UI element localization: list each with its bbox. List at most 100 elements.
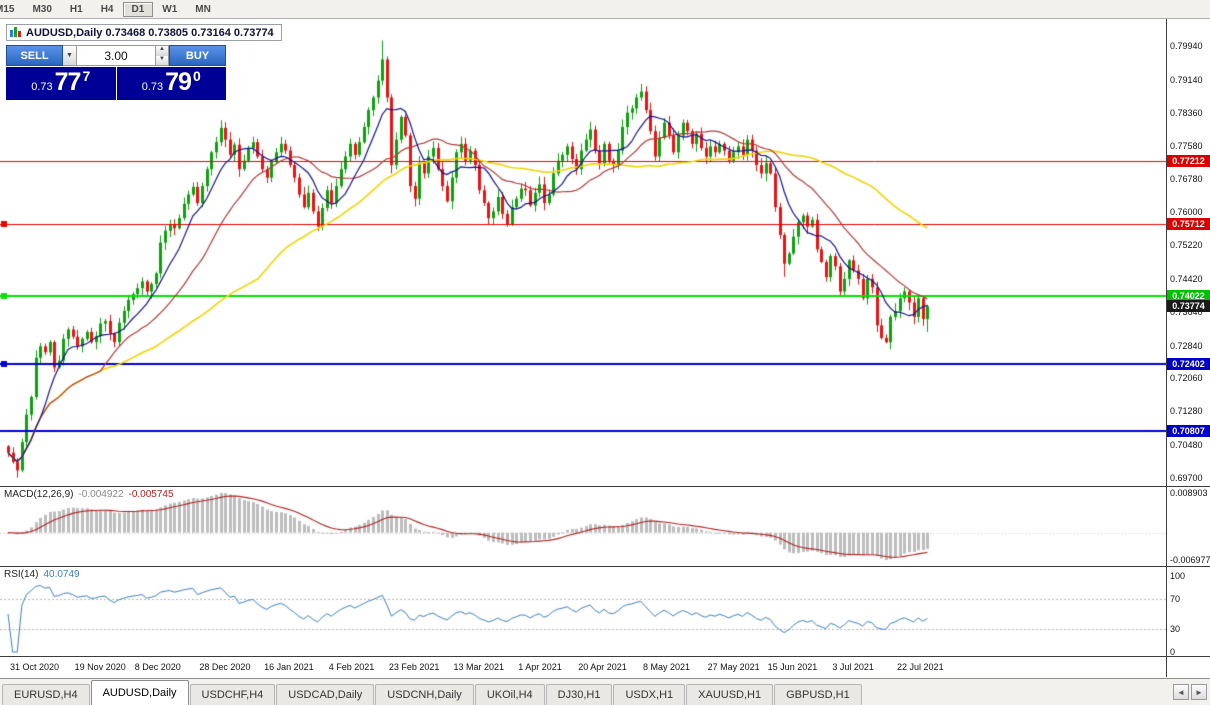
macd-name: MACD(12,26,9)	[4, 489, 74, 500]
current-price-tag: 0.73774	[1167, 300, 1210, 313]
macd-signal-value: -0.005745	[128, 489, 174, 500]
buy-price-figure: 0.73	[141, 81, 164, 93]
chart-tab-ukoil-h4[interactable]: UKOil,H4	[474, 684, 545, 705]
timeframe-button-d1[interactable]: D1	[122, 1, 154, 17]
chart-tab-usdcnh-daily[interactable]: USDCNH,Daily	[375, 684, 474, 705]
axis-separator	[1166, 19, 1167, 677]
volume-down-button[interactable]: ▼	[156, 55, 168, 65]
tabs-scroll-right-button[interactable]: ►	[1191, 684, 1207, 700]
chart-tab-eurusd-h4[interactable]: EURUSD,H4	[2, 684, 90, 705]
price-level-tag: 0.75712	[1167, 218, 1210, 231]
price-axis-tick: 0.76000	[1170, 207, 1203, 218]
buy-price-pipette: 0	[192, 68, 201, 84]
date-label: 1 Apr 2021	[518, 662, 562, 672]
trade-prices-row: 0.73 77 7 0.73 79 0	[6, 67, 226, 100]
sell-price[interactable]: 0.73 77 7	[6, 67, 116, 100]
macd-axis-tick: 0.008903	[1170, 488, 1208, 498]
chart-tab-dj30-h1[interactable]: DJ30,H1	[545, 684, 613, 705]
price-axis-tick: 0.76780	[1170, 174, 1203, 185]
timeframe-button-m30[interactable]: M30	[32, 3, 52, 15]
date-label: 31 Oct 2020	[10, 662, 60, 672]
timeframe-toolbar: M15 M30 H1 H4 D1 W1 MN	[0, 0, 1210, 19]
price-axis-tick: 0.78360	[1170, 107, 1203, 118]
chart-title-text: AUDUSD,Daily 0.73468 0.73805 0.73164 0.7…	[26, 26, 274, 39]
date-label: 8 May 2021	[642, 662, 690, 672]
chart-tab-gbpusd-h1[interactable]: GBPUSD,H1	[774, 684, 862, 705]
date-label: 22 Jul 2021	[897, 662, 944, 672]
price-level-tag: 0.77212	[1167, 155, 1210, 168]
volume-up-button[interactable]: ▲	[156, 46, 168, 56]
price-axis-tick: 0.79140	[1170, 74, 1203, 85]
rsi-name: RSI(14)	[4, 569, 39, 580]
date-axis: 31 Oct 2020 19 Nov 2020 8 Dec 2020 28 Dec 2…	[0, 657, 1166, 677]
chart-tab-audusd-daily[interactable]: AUDUSD,Daily	[90, 680, 189, 705]
date-label: 8 Dec 2020	[134, 662, 181, 672]
price-level-tag: 0.74022	[1167, 289, 1210, 302]
rsi-label: RSI(14) 40.0749	[4, 569, 80, 580]
chart-tab-usdx-h1[interactable]: USDX,H1	[613, 684, 686, 705]
price-level-tag: 0.72402	[1167, 358, 1210, 370]
buy-price[interactable]: 0.73 79 0	[116, 67, 226, 100]
pane-separator	[0, 656, 1210, 657]
chart-tab-xauusd-h1[interactable]: XAUUSD,H1	[686, 684, 774, 705]
macd-axis-tick: -0.006977	[1170, 555, 1210, 565]
date-label: 4 Feb 2021	[328, 662, 375, 672]
rsi-axis-tick: 100	[1170, 571, 1186, 581]
tabs: EURUSD,H4 AUDUSD,Daily USDCHF,H4 USDCAD,Dai…	[2, 679, 863, 705]
timeframe-button-h4[interactable]: H4	[100, 3, 114, 15]
rsi-axis-tick: 30	[1170, 624, 1181, 635]
price-axis-tick: 0.77580	[1170, 140, 1203, 151]
rsi-canvas	[0, 567, 1166, 656]
main-chart-pane: AUDUSD,Daily 0.73468 0.73805 0.73164 0.7…	[0, 19, 1166, 486]
date-label: 27 May 2021	[707, 662, 760, 672]
sell-price-figure: 0.73	[31, 81, 53, 93]
volume-dropdown-button[interactable]: ▼	[63, 45, 77, 66]
rsi-value: 40.0749	[43, 569, 80, 580]
rsi-pane: RSI(14) 40.0749	[0, 567, 1166, 656]
chart-tab-usdchf-h4[interactable]: USDCHF,H4	[189, 684, 276, 705]
rsi-axis-tick: 0	[1170, 647, 1176, 657]
timeframe-button-w1[interactable]: W1	[162, 3, 178, 15]
date-label: 3 Jul 2021	[832, 662, 874, 672]
price-axis: 0.79940 0.79140 0.78360 0.77580 0.76780 0.760…	[1167, 19, 1210, 677]
date-label: 15 Jun 2021	[767, 662, 818, 672]
macd-pane: MACD(12,26,9) -0.004922 -0.005745	[0, 487, 1166, 566]
volume-input[interactable]	[77, 45, 156, 66]
timeframe-button-h1[interactable]: H1	[69, 3, 83, 15]
chart-tab-usdcad-daily[interactable]: USDCAD,Daily	[276, 684, 375, 705]
chart-tabbar: EURUSD,H4 AUDUSD,Daily USDCHF,H4 USDCAD,Dai…	[0, 678, 1210, 705]
chevron-down-icon: ▼	[66, 52, 73, 59]
macd-main-value: -0.004922	[78, 489, 124, 500]
sell-price-pipette: 7	[82, 68, 91, 84]
volume-stepper: ▲ ▼	[156, 45, 169, 66]
macd-label: MACD(12,26,9) -0.004922 -0.005745	[4, 489, 174, 500]
chart-icon	[10, 27, 21, 37]
price-axis-tick: 0.71280	[1170, 406, 1203, 417]
price-axis-tick: 0.79940	[1170, 41, 1203, 51]
buy-button[interactable]: BUY	[169, 45, 226, 66]
date-label: 16 Jan 2021	[264, 662, 314, 672]
price-axis-tick: 0.69700	[1170, 473, 1203, 483]
tabs-scroll-left-button[interactable]: ◄	[1173, 684, 1189, 700]
price-axis-tick: 0.70480	[1170, 440, 1203, 451]
date-label: 28 Dec 2020	[199, 662, 251, 672]
sell-price-pips: 77	[54, 68, 82, 96]
date-label: 20 Apr 2021	[578, 662, 627, 672]
price-axis-tick: 0.75220	[1170, 240, 1203, 251]
date-label: 19 Nov 2020	[74, 662, 126, 672]
price-axis-tick: 0.72060	[1170, 373, 1203, 384]
pane-separator	[0, 566, 1210, 567]
chart-title: AUDUSD,Daily 0.73468 0.73805 0.73164 0.7…	[6, 24, 282, 41]
sell-button[interactable]: SELL	[6, 45, 63, 66]
timeframe-button-mn[interactable]: MN	[195, 3, 211, 15]
date-label: 13 Mar 2021	[453, 662, 505, 672]
price-level-tag: 0.70807	[1167, 425, 1210, 438]
tab-scroll-arrows: ◄ ►	[1173, 684, 1207, 700]
timeframe-button-m15[interactable]: M15	[0, 3, 15, 15]
trade-controls-row: SELL ▼ ▲ ▼ BUY	[6, 45, 226, 66]
price-axis-tick: 0.74420	[1170, 273, 1203, 284]
price-axis-tick: 0.72840	[1170, 340, 1203, 351]
macd-canvas	[0, 487, 1166, 566]
